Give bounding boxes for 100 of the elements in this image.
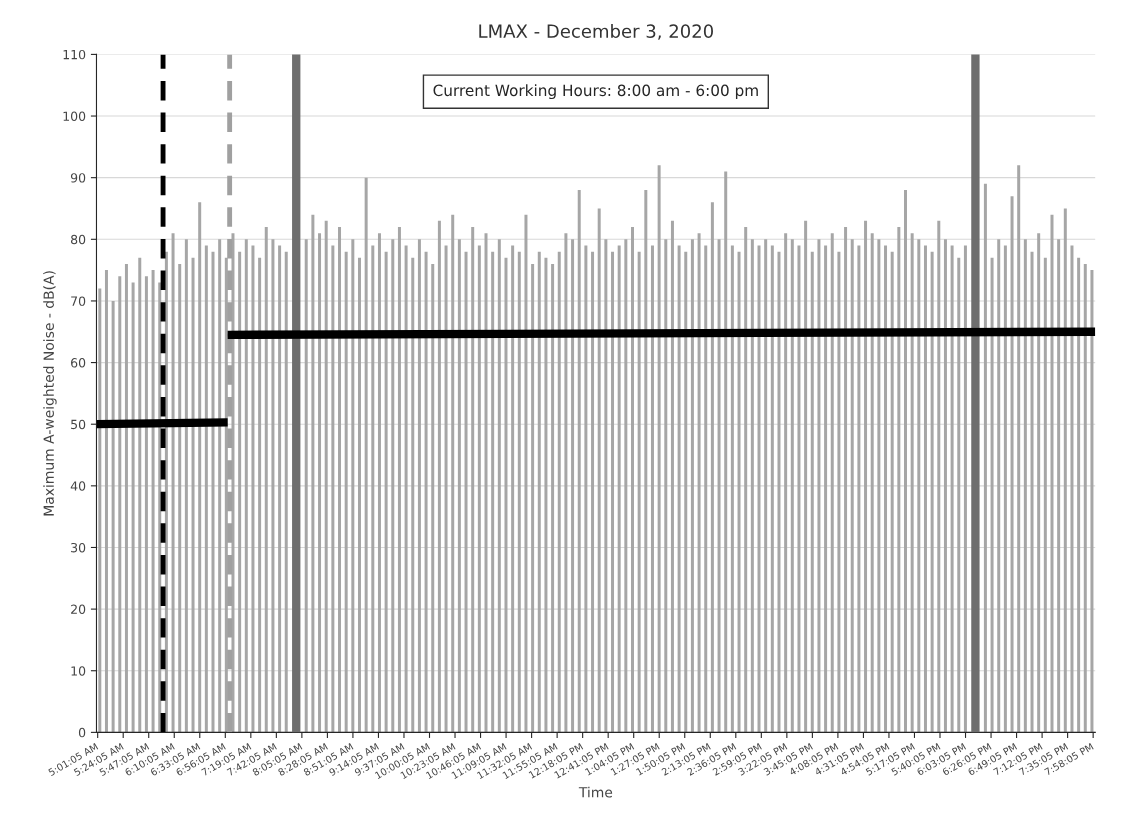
bar (784, 233, 788, 733)
bar (837, 251, 841, 733)
bar (997, 239, 1001, 733)
y-tick-label: 100 (63, 111, 86, 121)
bar (1077, 257, 1081, 733)
bar (1050, 214, 1054, 733)
bar (857, 245, 861, 733)
bar (1030, 251, 1034, 733)
bar (531, 263, 535, 733)
bar (577, 190, 581, 733)
bar (364, 177, 368, 733)
y-tick-label: 40 (70, 481, 86, 491)
bar (697, 233, 701, 733)
bar (1070, 245, 1074, 733)
bar (584, 245, 588, 733)
bar (204, 245, 208, 733)
bar (810, 251, 814, 733)
bar (178, 263, 182, 733)
bar (597, 208, 601, 733)
bar (104, 270, 108, 733)
x-axis-title: Time (578, 786, 613, 798)
bar (351, 239, 355, 733)
bar (158, 282, 162, 733)
bar (957, 257, 961, 733)
y-tick-label: 10 (71, 666, 86, 676)
bar (830, 233, 834, 733)
bar (943, 239, 947, 733)
bar (164, 251, 168, 733)
bar (724, 171, 728, 733)
annotation: Current Working Hours: 8:00 am - 6:00 pm (433, 84, 758, 100)
bar (124, 263, 128, 733)
bar (850, 239, 854, 733)
bar (251, 245, 255, 733)
y-axis-title: Maximum A-weighted Noise - dB(A) (43, 271, 57, 516)
bar (391, 239, 395, 733)
bar (504, 257, 508, 733)
bar (637, 251, 641, 733)
bar (677, 245, 681, 733)
bar (1057, 239, 1061, 733)
y-tick-label: 20 (71, 604, 86, 615)
bar (670, 220, 674, 733)
bar (191, 257, 195, 733)
bar (897, 226, 901, 733)
bar (437, 220, 441, 733)
bar (804, 220, 808, 733)
bar (304, 239, 308, 733)
bar (917, 239, 921, 733)
bar (284, 251, 288, 733)
bar (764, 239, 768, 733)
bar (884, 245, 888, 733)
bar (757, 245, 761, 733)
bar (564, 233, 568, 733)
bar (877, 239, 881, 733)
bar (710, 202, 714, 733)
bar (357, 257, 361, 733)
bar (890, 251, 894, 733)
bar (923, 245, 927, 733)
y-tick-label: 110 (63, 49, 86, 60)
bar (983, 183, 987, 733)
y-tick-label: 0 (78, 727, 86, 738)
bar (258, 257, 262, 733)
bar (904, 190, 907, 733)
bar (238, 251, 242, 733)
bar (138, 257, 142, 733)
y-tick-label: 60 (71, 358, 86, 368)
bar (1043, 257, 1047, 733)
y-tick-label: 70 (71, 296, 86, 306)
bar (457, 239, 461, 733)
bar (198, 202, 202, 733)
bar (344, 251, 348, 733)
bar (817, 239, 821, 733)
bar (244, 239, 248, 733)
bar (1083, 263, 1087, 733)
bar (511, 245, 515, 733)
bar (371, 245, 375, 733)
bar (544, 257, 548, 733)
bar (704, 245, 708, 733)
bar (484, 233, 488, 733)
bar (624, 239, 628, 733)
bar (1090, 270, 1094, 733)
bar (937, 220, 941, 733)
y-tick-label: 80 (71, 234, 86, 245)
bar (631, 226, 634, 733)
bar (950, 245, 954, 733)
bar (797, 245, 801, 733)
bar (844, 226, 848, 733)
bar (444, 245, 448, 733)
bar (1063, 208, 1067, 733)
bar (864, 220, 868, 733)
bar (384, 251, 388, 733)
bar (497, 239, 501, 733)
bar (684, 251, 688, 733)
bar (118, 276, 122, 733)
bar (611, 251, 615, 733)
bar (184, 239, 188, 733)
bar (278, 245, 282, 733)
bar (730, 245, 734, 733)
bar (717, 239, 721, 733)
bar (824, 245, 828, 733)
chart-title: LMAX - December 3, 2020 (479, 24, 713, 40)
